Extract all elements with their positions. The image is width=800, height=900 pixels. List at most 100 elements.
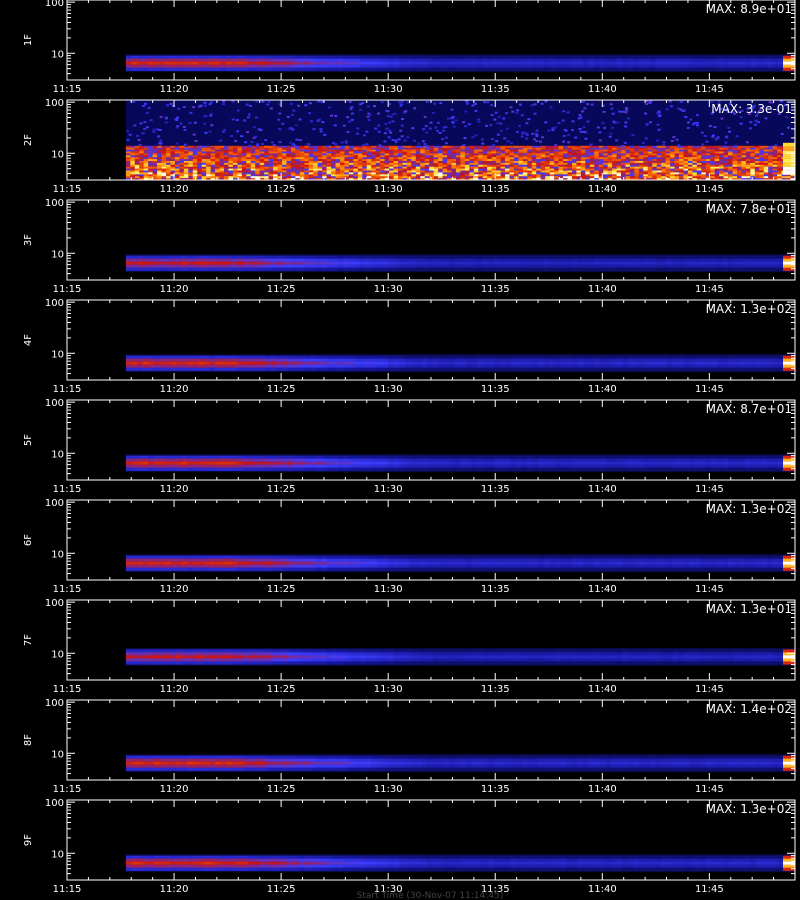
heatmap-cell	[661, 151, 667, 154]
heatmap-cell	[153, 355, 160, 359]
heatmap-cell	[215, 174, 221, 177]
heatmap-cell	[540, 176, 546, 179]
noise-speck	[176, 116, 180, 119]
heatmap-cell	[696, 155, 702, 158]
noise-speck	[645, 123, 649, 126]
x-tick-label: 11:40	[588, 84, 617, 95]
heatmap-cell	[170, 361, 177, 365]
heatmap-cell	[759, 145, 765, 149]
heatmap-cell	[433, 155, 439, 158]
heatmap-cell	[778, 64, 785, 68]
heatmap-cell	[576, 166, 582, 170]
heatmap-cell	[513, 168, 520, 172]
heatmap-cell	[255, 151, 261, 154]
heatmap-cell	[424, 155, 430, 158]
heatmap-cell	[634, 159, 640, 162]
heatmap-cell	[353, 172, 359, 175]
heatmap-cell	[464, 164, 470, 168]
heatmap-cell	[410, 67, 417, 71]
heatmap-cell	[411, 174, 417, 177]
heatmap-cell	[638, 258, 646, 262]
heatmap-cell	[464, 153, 470, 156]
heatmap-cell	[777, 172, 783, 175]
heatmap-cell	[170, 155, 176, 158]
heatmap-cell	[670, 157, 676, 160]
heatmap-cell	[125, 149, 131, 153]
heatmap-cell	[638, 157, 644, 160]
heatmap-cell	[531, 174, 537, 177]
heatmap-cell	[366, 160, 372, 164]
heatmap-cell	[232, 160, 238, 164]
heatmap-cell	[259, 255, 266, 259]
heatmap-cell	[371, 157, 377, 160]
heatmap-cell	[183, 149, 189, 153]
heatmap-cell	[594, 261, 601, 265]
heatmap-cell	[442, 155, 448, 158]
heatmap-cell	[610, 264, 618, 268]
heatmap-cell	[661, 164, 667, 168]
heatmap-cell	[282, 367, 289, 371]
heatmap-cell	[443, 255, 450, 259]
heatmap-cell	[477, 58, 484, 62]
heatmap-cell	[761, 61, 768, 65]
heatmap-cell	[290, 162, 296, 166]
heatmap-cell	[421, 264, 428, 268]
heatmap-cell	[424, 147, 430, 151]
heatmap-cell	[545, 157, 551, 160]
heatmap-cell	[393, 255, 400, 259]
heatmap-cell	[187, 355, 194, 359]
burst-cell	[783, 264, 795, 268]
heatmap-cell	[442, 159, 448, 162]
heatmap-cell	[228, 172, 234, 175]
heatmap-cell	[354, 361, 361, 365]
heatmap-cell	[670, 172, 676, 175]
heatmap-cell	[763, 172, 769, 175]
heatmap-cell	[203, 61, 211, 65]
heatmap-cell	[299, 159, 305, 162]
heatmap-cell	[701, 149, 707, 153]
heatmap-cell	[672, 264, 679, 268]
heatmap-cell	[248, 267, 255, 271]
heatmap-cell	[451, 153, 457, 156]
heatmap-cell	[337, 367, 344, 371]
heatmap-cell	[176, 255, 183, 259]
heatmap-cell	[580, 174, 586, 177]
heatmap-cell	[192, 164, 198, 168]
heatmap-cell	[125, 261, 133, 265]
heatmap-cell	[442, 147, 448, 151]
heatmap-cell	[460, 155, 466, 158]
burst-cell	[783, 67, 795, 71]
heatmap-cell	[402, 176, 408, 179]
heatmap-cell	[500, 147, 506, 151]
heatmap-cell	[643, 176, 649, 179]
heatmap-cell	[299, 147, 305, 151]
heatmap-cell	[750, 159, 756, 162]
heatmap-cell	[322, 155, 328, 158]
noise-speck	[133, 124, 137, 127]
heatmap-cell	[397, 176, 404, 179]
heatmap-cell	[164, 355, 172, 359]
heatmap-cell	[487, 170, 493, 173]
heatmap-cell	[549, 55, 556, 59]
heatmap-cell	[687, 157, 693, 160]
heatmap-cell	[143, 145, 149, 149]
heatmap-cell	[616, 61, 623, 65]
heatmap-cell	[181, 364, 188, 368]
heatmap-cell	[496, 147, 502, 151]
heatmap-cell	[477, 55, 484, 59]
heatmap-cell	[273, 168, 279, 172]
heatmap-cell	[152, 176, 158, 179]
heatmap-cell	[276, 364, 283, 368]
heatmap-cell	[478, 174, 484, 177]
noise-speck	[159, 139, 163, 142]
heatmap-cell	[371, 67, 378, 71]
heatmap-cell	[477, 258, 484, 262]
heatmap-cell	[357, 160, 363, 164]
noise-speck	[192, 106, 196, 109]
noise-speck	[197, 145, 201, 148]
heatmap-cell	[166, 168, 172, 172]
heatmap-cell	[371, 61, 378, 65]
heatmap-cell	[433, 174, 439, 177]
heatmap-cell	[206, 172, 212, 175]
heatmap-cell	[298, 55, 305, 59]
